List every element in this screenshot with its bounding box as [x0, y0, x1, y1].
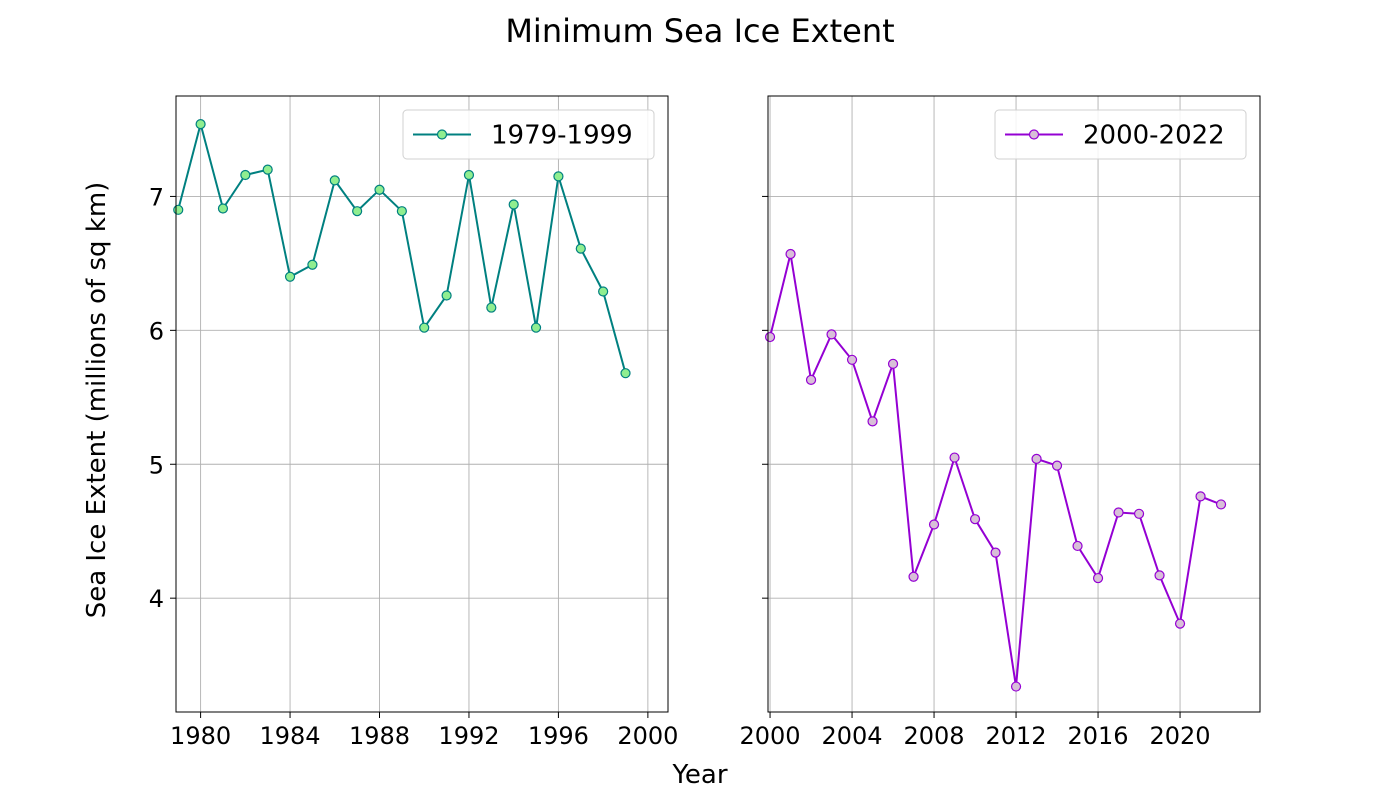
data-point — [486, 302, 497, 313]
data-point — [969, 514, 981, 525]
x-tick-label: 1996 — [528, 722, 589, 750]
data-point — [846, 354, 858, 365]
data-point — [173, 204, 184, 215]
x-tick-label: 1984 — [260, 722, 321, 750]
data-point — [1072, 540, 1083, 552]
data-point — [1174, 618, 1186, 629]
data-point — [805, 374, 817, 385]
legend-label: 2000-2022 — [1083, 121, 1225, 151]
data-point — [195, 119, 206, 130]
data-point — [530, 322, 542, 333]
data-point — [1154, 570, 1165, 581]
data-point — [1215, 499, 1227, 510]
x-axis-title: Year — [671, 760, 727, 790]
data-point — [1113, 507, 1124, 518]
data-point — [764, 331, 776, 343]
data-point — [508, 199, 519, 210]
data-point — [826, 329, 837, 340]
panel-2: 2000 2004 2008 2012 2016 2020 2000-2022 — [740, 95, 1261, 750]
x-tick-label: 1992 — [438, 722, 499, 750]
y-tick-label: 4 — [149, 585, 164, 613]
x-tick-label: 2000 — [617, 722, 678, 750]
data-point — [949, 452, 960, 463]
x-tick-label: 2008 — [904, 722, 965, 750]
x-tick-label: 2020 — [1150, 722, 1211, 750]
data-point — [1051, 460, 1063, 471]
series-line — [769, 253, 1222, 687]
data-point — [441, 290, 452, 301]
legend-label: 1979-1999 — [491, 121, 633, 151]
data-point — [553, 171, 564, 182]
data-point — [598, 286, 609, 297]
data-point — [990, 547, 1001, 558]
data-point — [284, 271, 296, 282]
plot-frame — [767, 95, 1261, 713]
data-point — [1092, 572, 1104, 584]
x-tick-label: 2016 — [1068, 722, 1129, 750]
data-point — [928, 519, 940, 530]
y-tick-label: 5 — [149, 451, 164, 479]
data-point — [307, 259, 318, 270]
y-axis-title: Sea Ice Extent (millions of sq km) — [82, 182, 112, 619]
x-tick-label: 2012 — [986, 722, 1047, 750]
x-tick-label: 1988 — [349, 722, 410, 750]
legend-box — [994, 109, 1247, 160]
data-point — [867, 416, 878, 427]
legend-marker — [436, 129, 448, 140]
data-point — [908, 571, 919, 582]
data-point — [463, 169, 475, 181]
x-tick-label: 1980 — [170, 722, 231, 750]
data-point — [785, 248, 796, 260]
x-tick-label: 2000 — [740, 722, 801, 750]
data-point — [262, 164, 273, 175]
data-point — [374, 184, 385, 195]
panel-1: 1980 1984 1988 1992 1996 2000 4 5 6 7 1979-1999 — [149, 95, 678, 750]
y-tick-label: 7 — [149, 183, 164, 211]
data-point — [352, 206, 363, 217]
data-point — [396, 206, 407, 217]
data-point — [1195, 491, 1206, 502]
data-point — [217, 203, 229, 214]
data-point — [329, 175, 340, 186]
data-point — [1133, 508, 1145, 519]
legend-box — [402, 109, 655, 160]
plot-frame — [175, 95, 669, 713]
legend-marker — [1028, 129, 1040, 140]
y-tick-label: 6 — [149, 317, 164, 345]
data-point — [240, 169, 251, 181]
data-point — [1031, 453, 1042, 465]
data-point — [575, 243, 586, 254]
data-point — [1010, 681, 1022, 692]
data-point — [419, 322, 430, 333]
data-point — [887, 358, 899, 369]
panels: 1980 1984 1988 1992 1996 2000 4 5 6 7 1979-1999 200… — [149, 95, 1261, 750]
chart-title: Minimum Sea Ice Extent — [505, 12, 894, 50]
data-point — [620, 368, 631, 379]
x-tick-label: 2004 — [822, 722, 883, 750]
